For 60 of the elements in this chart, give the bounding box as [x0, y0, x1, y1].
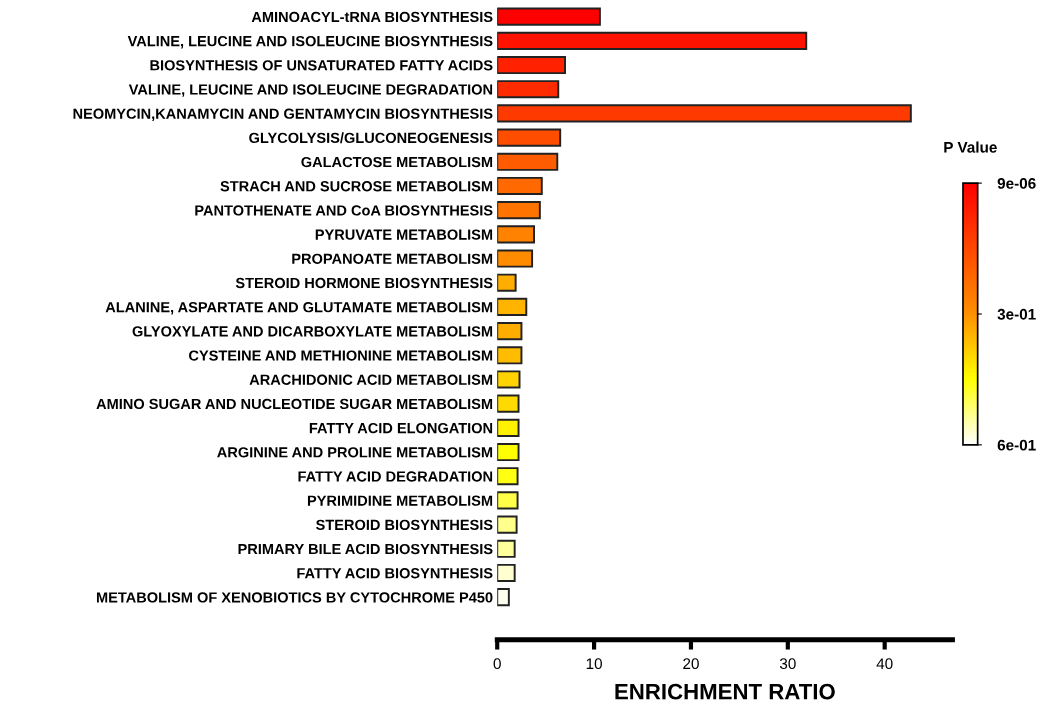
bar	[497, 322, 523, 341]
bar	[497, 491, 519, 510]
y-tick-label: PRIMARY BILE ACID BIOSYNTHESIS	[238, 543, 493, 555]
x-axis-title: ENRICHMENT RATIO	[615, 683, 835, 700]
x-tick-label: 30	[779, 658, 796, 670]
y-tick-label: GALACTOSE METABOLISM	[301, 156, 493, 168]
y-tick-label: ARGININE AND PROLINE METABOLISM	[217, 447, 493, 458]
y-tick-label: FATTY ACID ELONGATION	[309, 422, 493, 434]
y-tick-label: STEROID BIOSYNTHESIS	[316, 519, 493, 531]
bar	[497, 418, 520, 437]
bar	[497, 515, 518, 534]
x-tick-label: 40	[876, 658, 893, 670]
y-tick-label: NEOMYCIN,KANAMYCIN AND GENTAMYCIN BIOSYNTHESIS	[73, 108, 493, 121]
x-tick-label: 20	[683, 658, 699, 670]
bar	[497, 346, 523, 365]
y-tick-label: AMINOACYL-tRNA BIOSYNTHESIS	[251, 11, 493, 23]
color-bar-label: 6e-01	[997, 439, 1036, 451]
y-tick-label: PYRIMIDINE METABOLISM	[307, 495, 493, 506]
bar	[497, 467, 519, 486]
bar	[497, 370, 521, 389]
y-tick-label: CYSTEINE AND METHIONINE METABOLISM	[189, 350, 493, 361]
y-tick-label: PANTOTHENATE AND CoA BIOSYNTHESIS	[195, 205, 493, 216]
y-tick-label: STEROID HORMONE BIOSYNTHESIS	[235, 277, 493, 289]
bar	[497, 539, 516, 558]
bar	[497, 31, 808, 50]
bar	[497, 128, 562, 147]
x-tick-label: 0	[493, 658, 501, 670]
bar	[497, 7, 601, 26]
bar	[497, 55, 566, 75]
y-tick-label: BIOSYNTHESIS OF UNSATURATED FATTY ACIDS	[150, 60, 493, 71]
y-tick-label: STRACH AND SUCROSE METABOLISM	[220, 181, 493, 192]
y-tick-label: ALANINE, ASPARTATE AND GLUTAMATE METABOLISM	[105, 302, 493, 315]
bar	[497, 297, 528, 316]
color-bar-label: 3e-01	[997, 308, 1036, 320]
color-bar-title: P Value	[944, 141, 997, 153]
y-tick-label: GLYOXYLATE AND DICARBOXYLATE METABOLISM	[132, 326, 493, 337]
bar	[497, 442, 520, 462]
y-tick-label: VALINE, LEUCINE AND ISOLEUCINE DEGRADATION	[128, 84, 493, 97]
y-tick-label: FATTY ACID BIOSYNTHESIS	[297, 568, 493, 579]
bar	[497, 588, 510, 607]
bar	[497, 563, 516, 583]
bar	[497, 152, 559, 171]
bar	[497, 225, 535, 244]
y-tick-label: FATTY ACID DEGRADATION	[298, 471, 493, 482]
color-bar-label: 9e-06	[997, 178, 1036, 189]
y-tick-label: PROPANOATE METABOLISM	[292, 253, 493, 264]
y-tick-label: PYRUVATE METABOLISM	[315, 229, 493, 240]
bar	[497, 273, 517, 292]
bar	[497, 104, 912, 123]
y-tick-label: ARACHIDONIC ACID METABOLISM	[249, 374, 493, 385]
bar	[497, 394, 520, 413]
x-tick-label: 10	[586, 658, 602, 670]
bar	[497, 80, 560, 99]
y-tick-label: METABOLISM OF XENOBIOTICS BY CYTOCHROME P450	[96, 592, 493, 603]
y-tick-label: GLYCOLYSIS/GLUCONEOGENESIS	[249, 132, 493, 144]
y-tick-label: AMINO SUGAR AND NUCLEOTIDE SUGAR METABOLISM	[96, 398, 493, 410]
bar	[497, 249, 534, 268]
bar	[497, 176, 543, 196]
y-tick-label: VALINE, LEUCINE AND ISOLEUCINE BIOSYNTHESIS	[127, 35, 493, 49]
bar	[497, 201, 541, 220]
